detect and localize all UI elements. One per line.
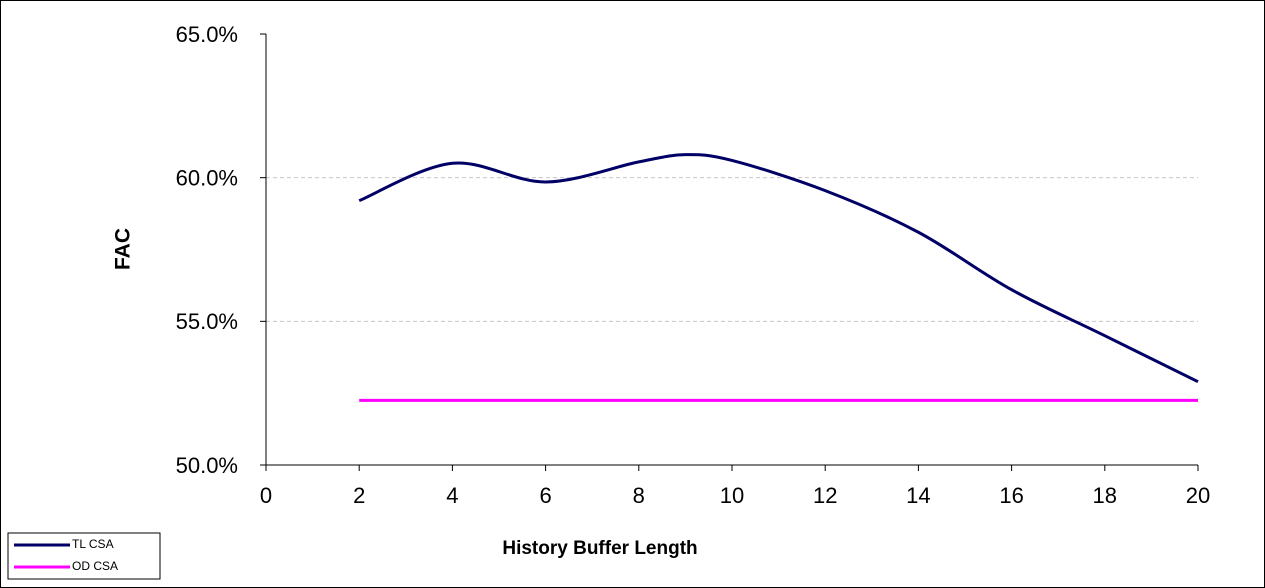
x-tick-label: 2 (353, 483, 365, 508)
x-tick-label: 4 (446, 483, 458, 508)
x-tick-label: 6 (539, 483, 551, 508)
y-tick-label: 65.0% (176, 22, 238, 47)
x-tick-label: 20 (1186, 483, 1210, 508)
x-tick-label: 14 (906, 483, 930, 508)
x-tick-label: 16 (999, 483, 1023, 508)
x-tick-label: 10 (720, 483, 744, 508)
x-tick-label: 0 (260, 483, 272, 508)
line-series (358, 153, 1199, 384)
y-tick-label: 60.0% (176, 165, 238, 190)
y-tick-label: 55.0% (176, 309, 238, 334)
x-tick-label: 18 (1093, 483, 1117, 508)
y-axis-label: FAC (112, 228, 135, 270)
x-axis-label: History Buffer Length (502, 538, 697, 559)
y-tick-label: 50.0% (176, 453, 238, 478)
x-tick-label: 12 (813, 483, 837, 508)
legend-label: TL CSA (72, 537, 114, 551)
x-tick-label: 8 (633, 483, 645, 508)
legend-label: OD CSA (72, 559, 118, 573)
legend-box (7, 532, 161, 580)
